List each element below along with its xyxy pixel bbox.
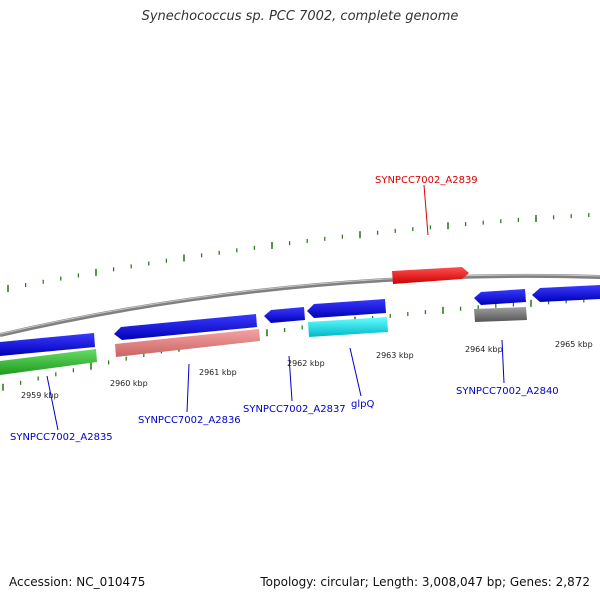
topology-text: Topology: circular; Length: 3,008,047 bp… xyxy=(260,575,590,589)
kbp-label: 2963 kbp xyxy=(376,351,414,360)
outer-tick-ring xyxy=(7,213,590,292)
gene-label-A2835[interactable]: SYNPCC7002_A2835 xyxy=(10,432,113,443)
kbp-scale-labels: 2959 kbp 2960 kbp 2961 kbp 2962 kbp 2963… xyxy=(21,340,593,400)
feature-glpQ-cyan[interactable] xyxy=(308,317,388,337)
feature-A2840-gray[interactable] xyxy=(474,307,527,322)
callout-line-A2840 xyxy=(501,339,505,384)
gene-A2841[interactable] xyxy=(532,285,600,302)
gene-A2836[interactable] xyxy=(114,314,257,340)
kbp-label: 2960 kbp xyxy=(110,379,148,388)
callout-lines xyxy=(46,184,505,431)
callout-line-A2839 xyxy=(423,184,429,236)
gene-labels: SYNPCC7002_A2835 SYNPCC7002_A2836 SYNPCC… xyxy=(10,175,559,443)
gene-glpQ-blue[interactable] xyxy=(307,299,386,318)
kbp-label: 2962 kbp xyxy=(287,359,325,368)
gene-A2837[interactable] xyxy=(264,307,305,323)
genome-title: Synechococcus sp. PCC 7002, complete gen… xyxy=(141,9,459,24)
gene-label-A2840[interactable]: SYNPCC7002_A2840 xyxy=(456,386,559,397)
gene-label-A2839[interactable]: SYNPCC7002_A2839 xyxy=(375,175,478,186)
gene-A2835[interactable] xyxy=(0,333,95,356)
callout-line-A2837 xyxy=(288,355,293,402)
callout-line-A2836 xyxy=(186,363,190,413)
gene-label-A2837[interactable]: SYNPCC7002_A2837 xyxy=(243,404,346,415)
gene-A2839[interactable] xyxy=(392,267,469,284)
gene-A2840[interactable] xyxy=(474,289,526,305)
feature-A2835-green[interactable] xyxy=(0,349,97,375)
gene-label-glpQ[interactable]: glpQ xyxy=(351,399,374,410)
callout-line-glpQ xyxy=(349,347,362,397)
kbp-label: 2964 kbp xyxy=(465,345,503,354)
callout-line-A2835 xyxy=(46,375,59,431)
gene-label-A2836[interactable]: SYNPCC7002_A2836 xyxy=(138,415,241,426)
genome-backbone xyxy=(0,273,600,337)
feature-A2836-salmon[interactable] xyxy=(115,329,260,357)
kbp-label: 2959 kbp xyxy=(21,391,59,400)
accession-text: Accession: NC_010475 xyxy=(9,575,146,589)
kbp-label: 2965 kbp xyxy=(555,340,593,349)
genome-backbone-highlight xyxy=(0,274,600,335)
kbp-label: 2961 kbp xyxy=(199,368,237,377)
